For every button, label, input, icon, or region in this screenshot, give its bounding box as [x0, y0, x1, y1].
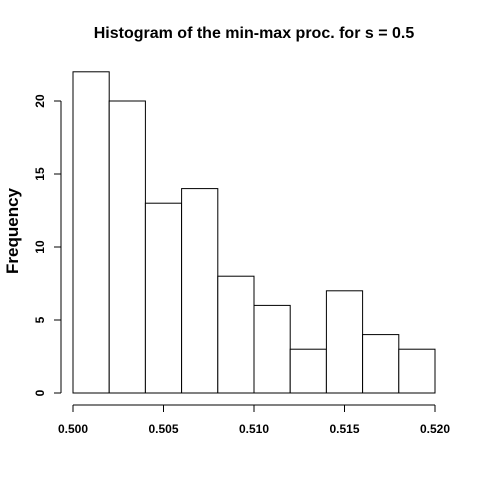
y-axis: 0 5 10 15 20: [33, 94, 62, 396]
x-axis: 0.500 0.505 0.510 0.515 0.520: [58, 404, 450, 436]
histogram-bar-1: [72, 71, 110, 394]
histogram-bar-8: [325, 290, 364, 394]
y-tick-label-1: 0: [33, 389, 47, 396]
x-tick-label-5: 0.520: [420, 422, 450, 436]
y-axis-label: Frequency: [3, 187, 22, 274]
histogram-bar-3: [144, 202, 183, 394]
bars-group: [72, 71, 436, 394]
histogram-bar-10: [398, 348, 436, 394]
y-tick-label-4: 15: [33, 167, 47, 181]
histogram-bar-2: [108, 100, 146, 394]
x-tick-label-1: 0.500: [58, 422, 88, 436]
histogram-bar-9: [362, 334, 400, 394]
y-tick-label-5: 20: [33, 94, 47, 108]
y-tick-label-3: 10: [33, 240, 47, 254]
histogram-bar-7: [289, 348, 327, 394]
y-tick-label-2: 5: [33, 316, 47, 323]
x-tick-label-3: 0.510: [239, 422, 269, 436]
chart-title: Histogram of the min-max proc. for s = 0…: [94, 25, 415, 42]
histogram-bar-4: [181, 188, 219, 394]
histogram-bar-6: [253, 304, 291, 394]
x-tick-label-4: 0.515: [329, 422, 359, 436]
histogram-bar-5: [217, 275, 255, 394]
x-tick-label-2: 0.505: [148, 422, 178, 436]
